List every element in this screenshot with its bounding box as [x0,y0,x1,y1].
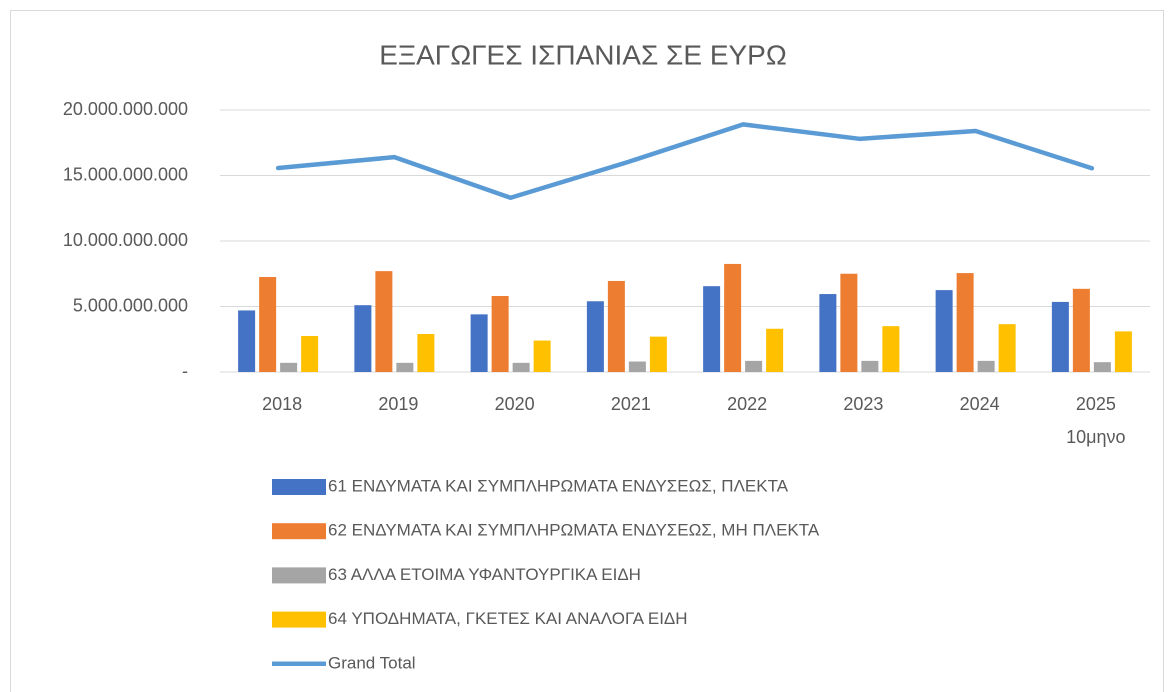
x-tick-label: 2023 [843,394,883,414]
bar [607,280,625,372]
y-tick-label: 20.000.000.000 [63,99,188,119]
bar [745,360,763,372]
x-tick-label: 2022 [727,394,767,414]
x-tick-label: 2020 [495,394,535,414]
bar [703,286,721,372]
bar [977,360,995,372]
bar [1114,331,1132,372]
bar [375,271,393,372]
legend-label: 61 ΕΝΔΥΜΑΤΑ ΚΑΙ ΣΥΜΠΛΗΡΩΜΑΤΑ ΕΝΔΥΣΕΩΣ, Π… [328,476,789,495]
y-tick-label: 15.000.000.000 [63,164,188,184]
y-tick-label: 5.000.000.000 [73,295,188,315]
bar [649,336,667,372]
bar [1051,301,1069,372]
bar [301,335,319,372]
bar [935,290,953,372]
chart-title: ΕΞΑΓΩΓΕΣ ΙΣΠΑΝΙΑΣ ΣΕ ΕΥΡΩ [379,39,787,70]
bar [998,324,1016,372]
bar [280,362,298,372]
x-tick-label: 2024 [960,394,1000,414]
bar [354,305,372,372]
x-tick-label: 2018 [262,394,302,414]
bar [586,301,604,372]
bar [491,296,509,372]
bar [512,362,530,372]
bar [861,360,879,372]
x-tick-label: 2025 10μηνο [1066,394,1125,447]
bar [470,314,488,372]
bar [628,361,646,372]
bar [724,263,742,372]
legend-swatch [272,523,326,540]
legend-label: Grand Total [328,653,416,672]
bar [882,326,900,372]
legend-swatch [272,479,326,495]
bar [259,277,277,372]
bar [1072,288,1090,372]
bar [766,328,784,372]
legend-label: 63 ΑΛΛΑ ΕΤΟΙΜΑ ΥΦΑΝΤΟΥΡΓΙΚΑ ΕΙΔΗ [328,565,641,584]
legend-label: 64 ΥΠΟΔΗΜΑΤΑ, ΓΚΕΤΕΣ ΚΑΙ ΑΝΑΛΟΓΑ ΕΙΔΗ [328,609,688,628]
x-tick-label: 2019 [378,394,418,414]
bar [396,362,414,372]
bar [238,310,256,372]
legend-label: 62 ΕΝΔΥΜΑΤΑ ΚΑΙ ΣΥΜΠΛΗΡΩΜΑΤΑ ΕΝΔΥΣΕΩΣ, Μ… [328,521,820,540]
bar [956,273,974,372]
legend-swatch [272,611,326,628]
y-tick-label: - [182,361,188,381]
bar [1093,362,1111,372]
line [275,122,1095,201]
bar [533,340,551,372]
y-tick-label: 10.000.000.000 [63,230,188,250]
bar [819,294,837,372]
x-tick-label: 2021 [611,394,651,414]
legend-swatch [272,567,326,584]
bar [840,273,858,372]
bar [417,334,435,372]
